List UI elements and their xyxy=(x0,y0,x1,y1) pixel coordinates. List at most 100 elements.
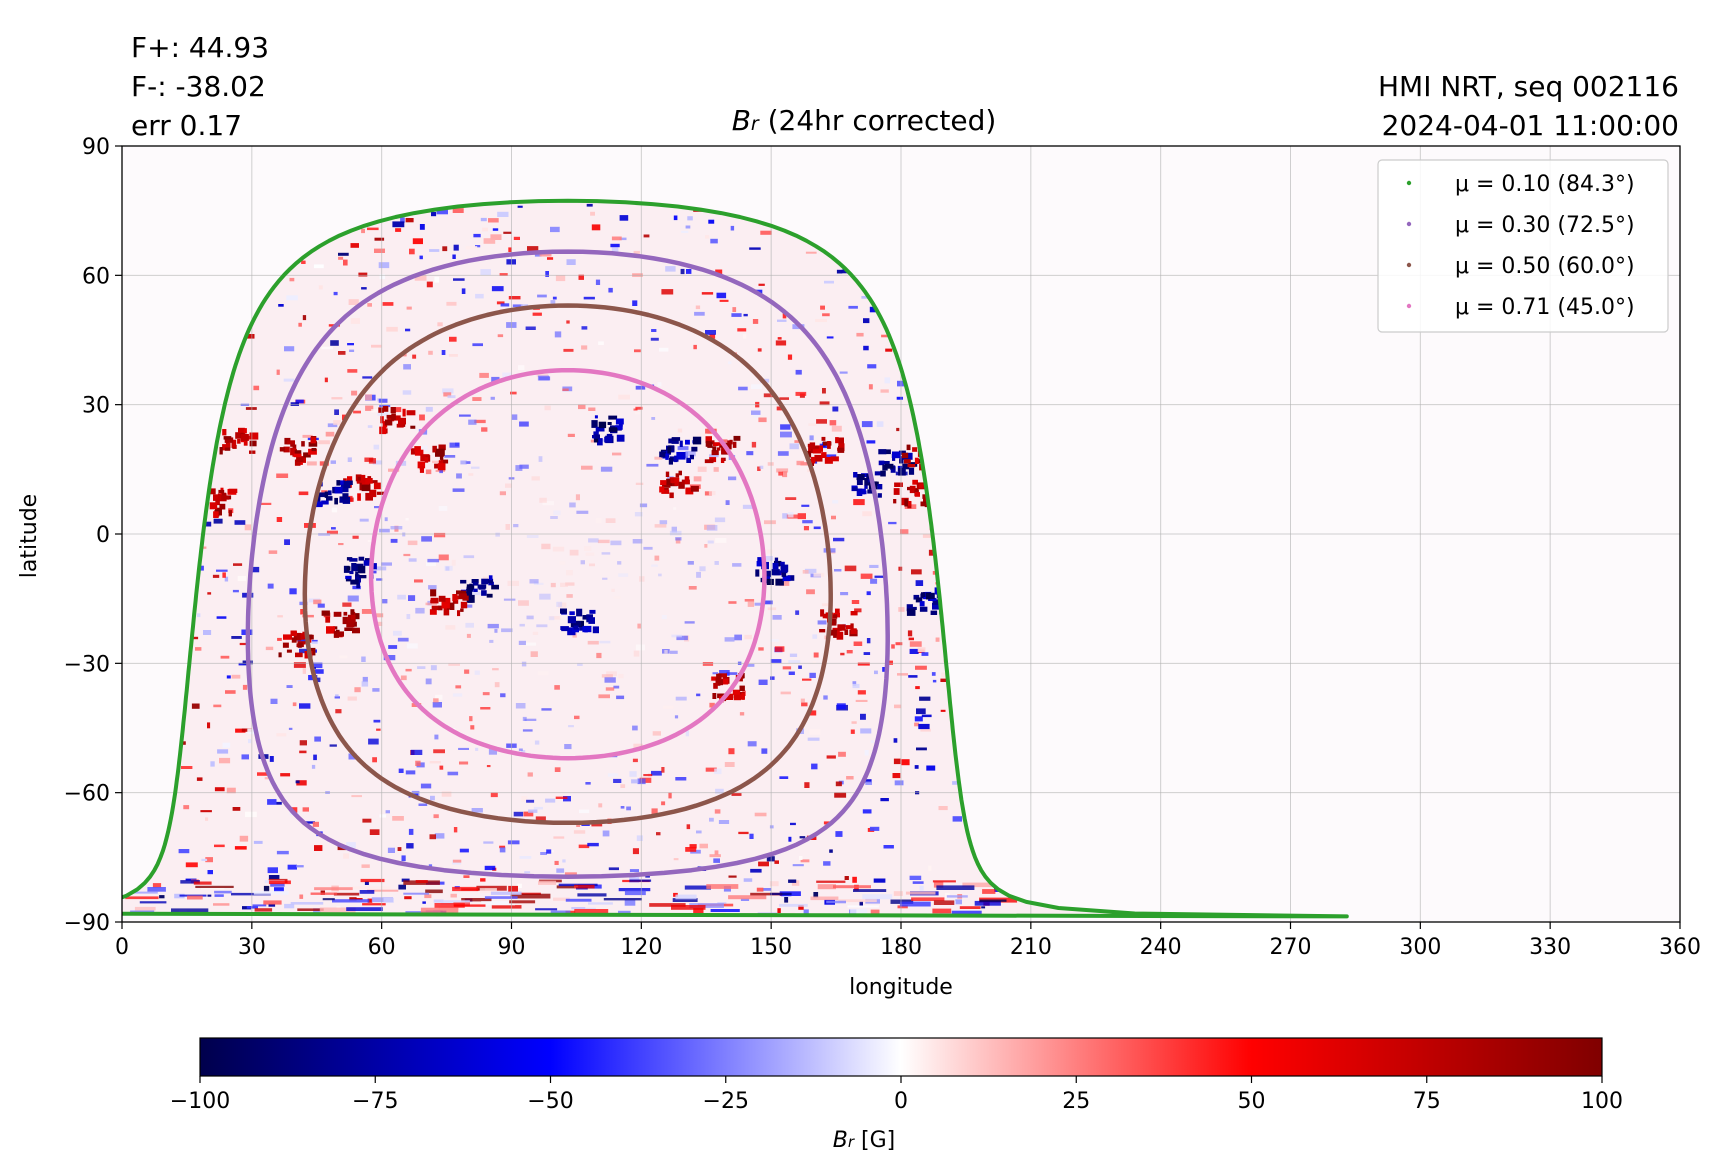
active-region-pixel xyxy=(351,611,356,620)
active-region-pixel xyxy=(715,677,721,686)
active-region-pixel xyxy=(882,461,890,464)
active-region-pixel xyxy=(573,625,579,630)
active-region-pixel xyxy=(690,485,699,492)
noise-pixel xyxy=(883,845,894,849)
active-region-pixel xyxy=(379,426,386,435)
noise-pixel xyxy=(595,518,602,524)
noise-pixel xyxy=(398,768,404,773)
noise-pixel xyxy=(418,803,428,806)
noise-pixel xyxy=(620,806,625,809)
noise-pixel xyxy=(591,224,601,231)
noise-pixel xyxy=(383,655,396,661)
active-region-pixel xyxy=(835,608,840,614)
limb-band-pixel xyxy=(187,895,203,900)
noise-pixel xyxy=(663,705,674,709)
noise-pixel xyxy=(637,623,641,629)
noise-pixel xyxy=(405,668,412,672)
legend-marker xyxy=(1406,303,1412,309)
noise-pixel xyxy=(314,736,321,742)
noise-pixel xyxy=(408,828,414,835)
active-region-pixel xyxy=(659,486,665,493)
legend-label: μ = 0.30 (72.5°) xyxy=(1455,213,1635,238)
noise-pixel xyxy=(183,805,190,810)
noise-pixel xyxy=(530,651,538,657)
noise-pixel xyxy=(813,892,819,898)
noise-pixel xyxy=(397,847,402,851)
noise-pixel xyxy=(214,787,225,792)
noise-pixel xyxy=(568,725,574,728)
noise-pixel xyxy=(492,228,499,231)
noise-pixel xyxy=(242,906,252,910)
noise-pixel xyxy=(365,394,372,401)
noise-pixel xyxy=(302,434,313,438)
active-region-pixel xyxy=(782,575,791,582)
noise-pixel xyxy=(862,511,872,517)
noise-pixel xyxy=(371,344,382,348)
active-region-pixel xyxy=(342,616,349,625)
active-region-pixel xyxy=(393,415,401,421)
active-region-pixel xyxy=(360,474,366,483)
noise-pixel xyxy=(812,661,816,664)
noise-pixel xyxy=(270,698,278,704)
noise-pixel xyxy=(633,650,640,657)
noise-pixel xyxy=(822,388,826,394)
limb-band-pixel xyxy=(535,908,558,911)
noise-pixel xyxy=(598,694,610,699)
noise-pixel xyxy=(569,549,579,556)
noise-pixel xyxy=(406,643,418,649)
noise-pixel xyxy=(385,810,390,814)
noise-pixel xyxy=(439,469,443,474)
noise-pixel xyxy=(521,796,528,802)
active-region-pixel xyxy=(921,592,926,597)
noise-pixel xyxy=(754,812,767,817)
active-region-pixel xyxy=(477,584,487,589)
noise-pixel xyxy=(452,208,464,213)
active-region-pixel xyxy=(665,471,670,477)
noise-pixel xyxy=(780,431,792,438)
noise-pixel xyxy=(870,909,880,915)
active-region-pixel xyxy=(351,563,357,571)
active-region-pixel xyxy=(811,456,816,464)
noise-pixel xyxy=(361,681,369,687)
noise-pixel xyxy=(482,227,488,232)
noise-pixel xyxy=(697,466,707,472)
active-region-pixel xyxy=(279,447,285,452)
noise-pixel xyxy=(882,667,886,672)
noise-pixel xyxy=(349,349,355,352)
limb-band-pixel xyxy=(481,901,515,906)
noise-pixel xyxy=(429,834,436,840)
noise-pixel xyxy=(893,758,901,765)
noise-pixel xyxy=(782,471,788,478)
active-region-pixel xyxy=(406,410,416,416)
active-region-pixel xyxy=(912,447,918,452)
noise-pixel xyxy=(554,767,561,772)
active-region-pixel xyxy=(481,590,487,596)
active-region-pixel xyxy=(592,626,599,634)
active-region-pixel xyxy=(278,652,282,658)
active-region xyxy=(878,449,918,476)
noise-pixel xyxy=(263,885,270,892)
active-region-pixel xyxy=(325,616,331,623)
noise-pixel xyxy=(327,423,338,428)
active-region-pixel xyxy=(359,575,367,579)
active-region-pixel xyxy=(402,408,406,417)
noise-pixel xyxy=(865,779,872,784)
noise-pixel xyxy=(419,414,425,421)
noise-pixel xyxy=(670,650,678,654)
active-region-pixel xyxy=(733,435,741,441)
noise-pixel xyxy=(863,345,869,351)
noise-pixel xyxy=(420,783,432,789)
active-region-pixel xyxy=(860,490,867,495)
noise-pixel xyxy=(521,661,527,667)
noise-pixel xyxy=(152,883,162,888)
limb-band-pixel xyxy=(951,910,982,915)
active-region-pixel xyxy=(774,557,779,563)
limb-band-pixel xyxy=(618,910,631,915)
active-region-pixel xyxy=(457,610,461,617)
noise-pixel xyxy=(284,903,295,909)
noise-pixel xyxy=(381,562,392,566)
noise-pixel xyxy=(547,257,554,260)
noise-pixel xyxy=(350,243,359,248)
active-region-pixel xyxy=(923,495,928,502)
noise-pixel xyxy=(241,754,249,760)
